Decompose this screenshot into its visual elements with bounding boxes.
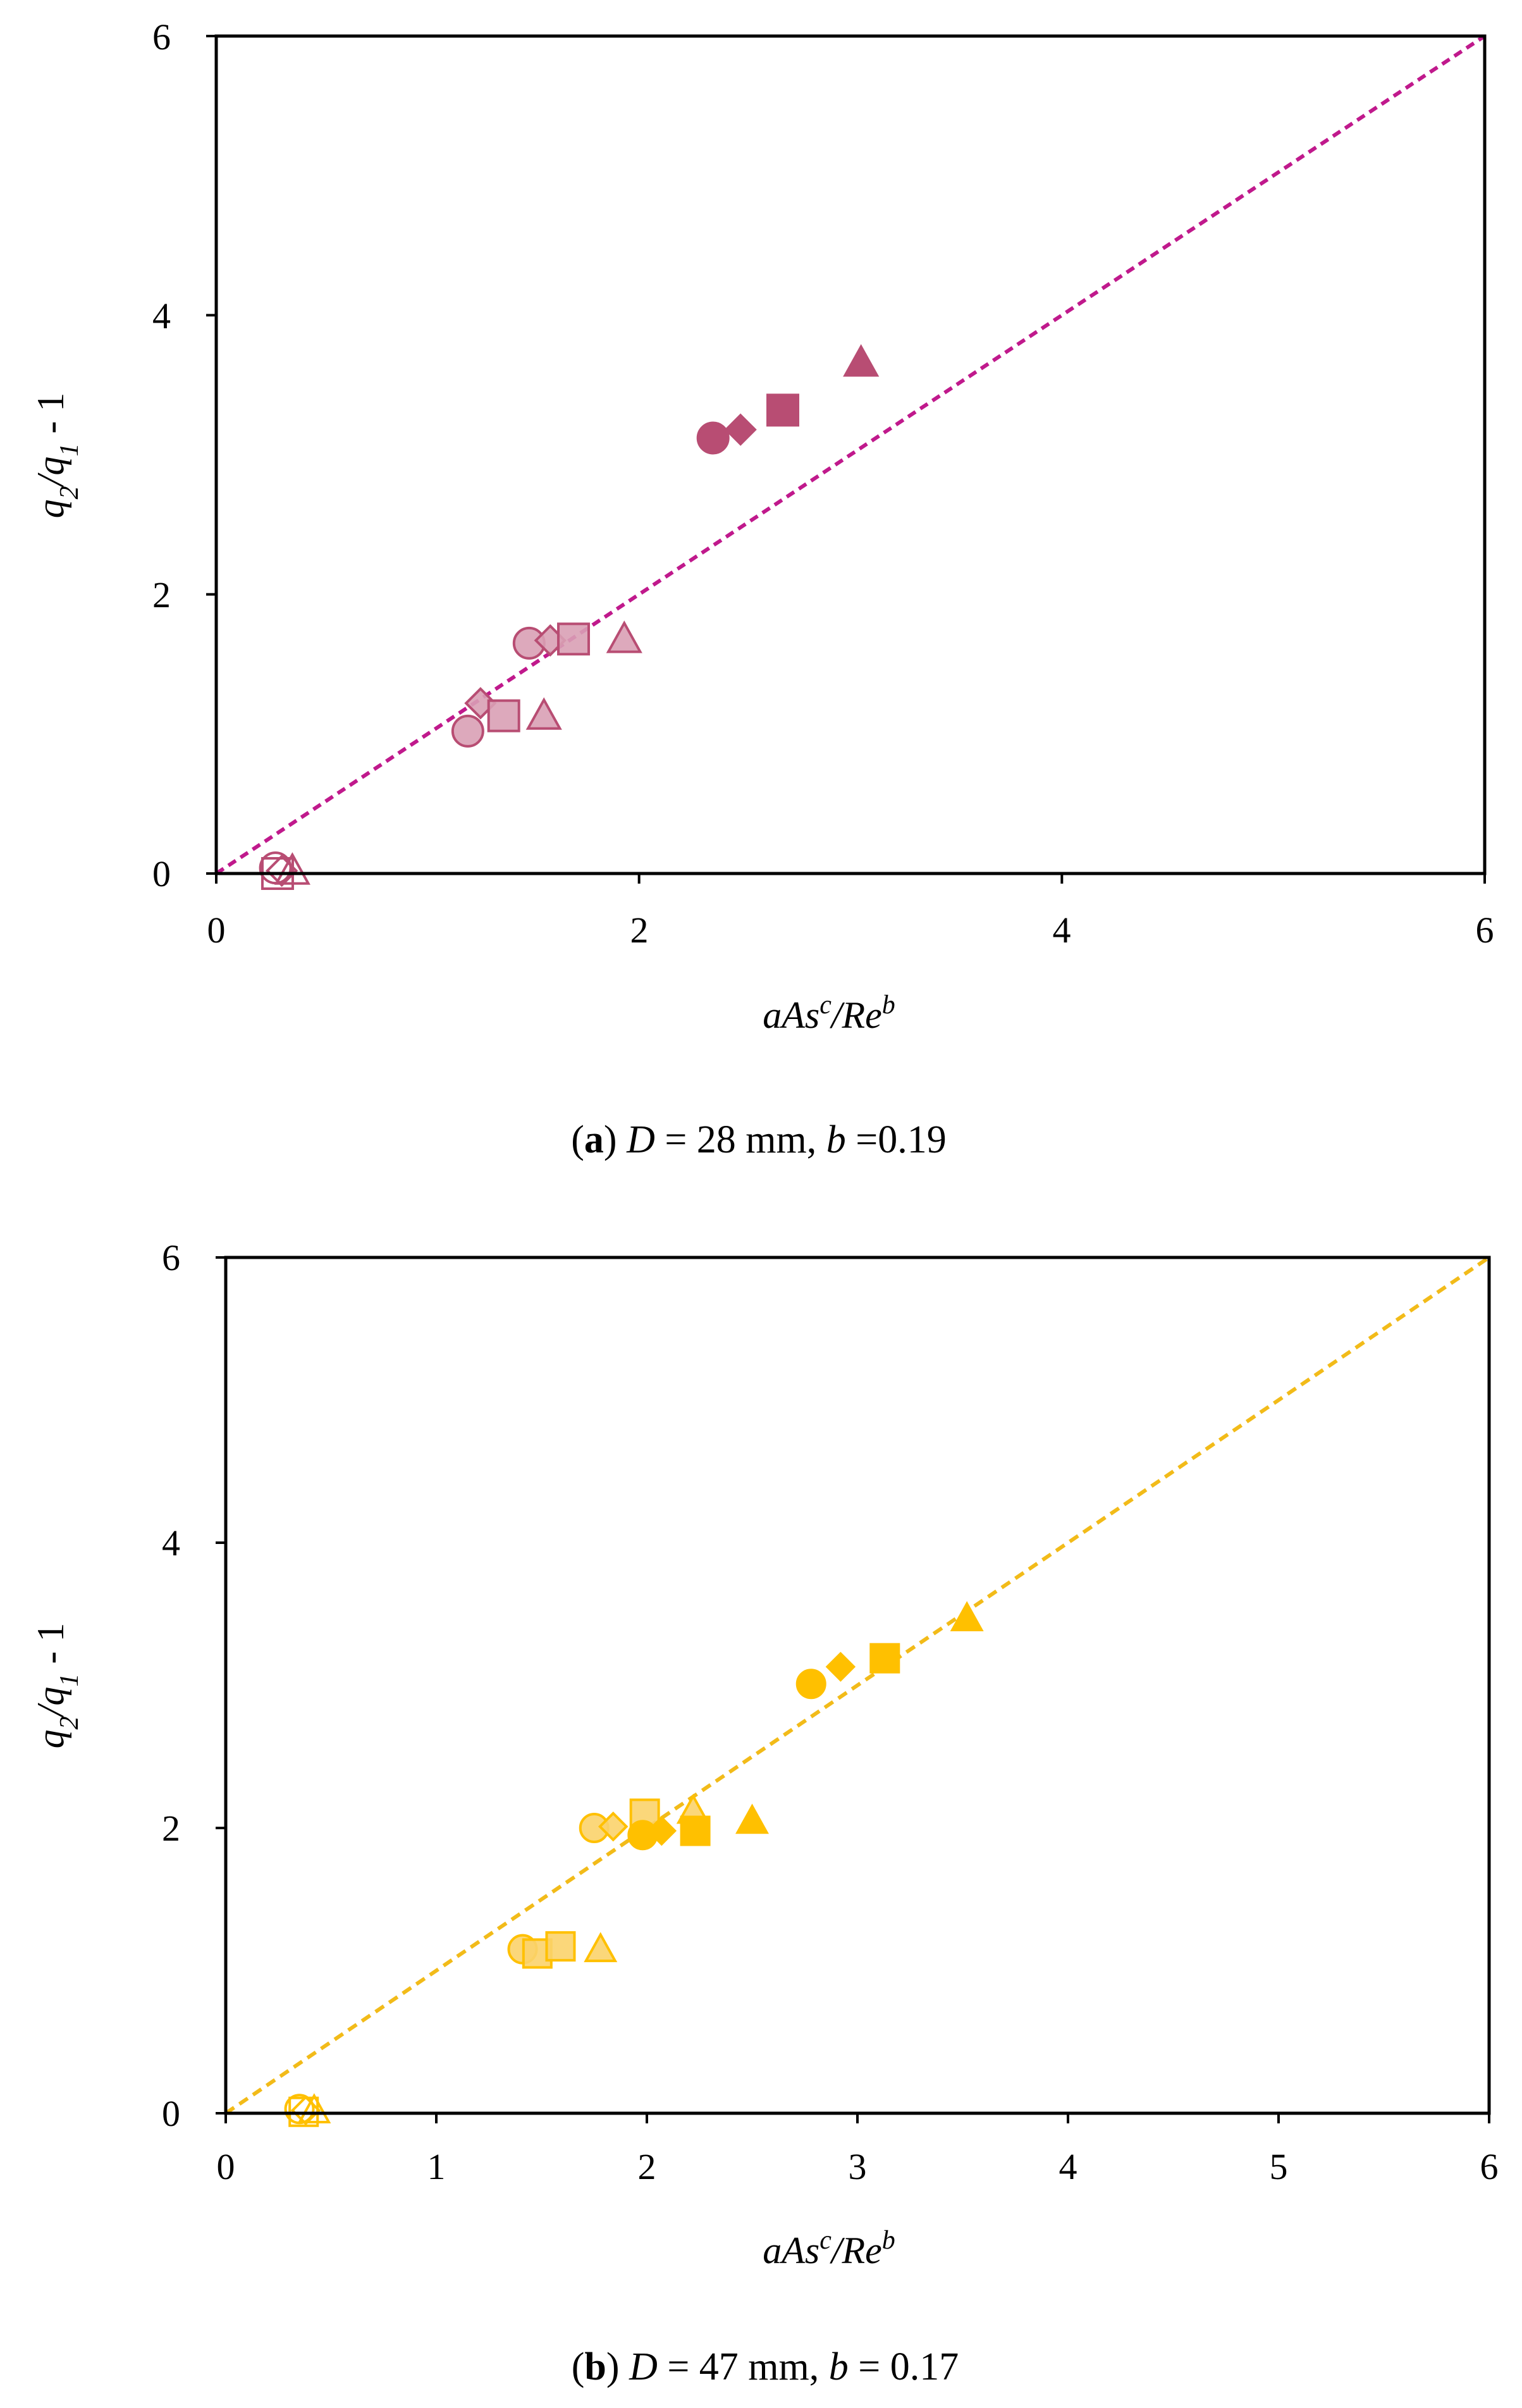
x-tick-label-b-3: 3 [849, 2146, 867, 2187]
caption-b: (b) D = 47 mm, b = 0.17 [572, 2345, 959, 2388]
data-point-b-solid-circle-4 [795, 1669, 826, 1700]
data-point-a-solid-diamond-1 [724, 413, 757, 446]
x-tick-label-b-0: 0 [217, 2146, 235, 2187]
fit-line-b [224, 1256, 1490, 2115]
ticks-b [216, 1256, 1490, 2123]
x-tick-label-b-4: 4 [1059, 2146, 1077, 2187]
chart-panel-a: 0 2 4 6 0 2 4 6 aAsc/Reb q2/q1 - 1 (a) D… [30, 16, 1494, 1161]
data-point-b-solid-triangle-7 [950, 1601, 984, 1631]
plot-frame-a [214, 34, 1487, 875]
data-points-a [259, 344, 880, 890]
data-point-b-solid-diamond-1 [646, 1815, 677, 1846]
caption-a: (a) D = 28 mm, b =0.19 [571, 1118, 946, 1161]
data-point-a-hollow-triangle-3 [274, 852, 310, 885]
data-point-a-solid-square-2 [766, 393, 800, 427]
y-tick-label-b-2: 4 [162, 1522, 180, 1564]
data-point-a-medium-square-2 [557, 622, 591, 656]
data-point-a-light-square-2 [487, 699, 520, 732]
x-axis-title-a: aAsc/Reb [763, 991, 895, 1036]
data-point-b-medium-diamond-1 [598, 1812, 629, 1842]
data-point-a-solid-circle-0 [696, 421, 730, 455]
x-tick-label-a-3: 6 [1476, 910, 1494, 951]
data-point-a-light-circle-0 [451, 714, 484, 748]
y-tick-label-b-1: 2 [162, 1808, 180, 1849]
data-point-a-hollow-diamond-2 [266, 854, 298, 887]
data-point-b-hollow-triangle-3 [297, 2093, 331, 2123]
y-tick-label-b-0: 0 [162, 2093, 180, 2134]
data-point-b-light-square-2 [545, 1931, 576, 1962]
y-tick-label-a-1: 2 [152, 574, 171, 615]
y-tick-label-a-3: 6 [152, 16, 171, 58]
data-point-b-solid-triangle-3 [735, 1803, 769, 1834]
data-point-b-solid-square-6 [869, 1643, 900, 1674]
x-tick-label-b-5: 5 [1270, 2146, 1288, 2187]
data-point-a-light-triangle-3 [525, 697, 562, 730]
x-tick-label-b-1: 1 [427, 2146, 446, 2187]
ticks-a [206, 35, 1486, 884]
chart-panel-b: 0 1 2 3 4 5 6 0 2 4 6 aAsc/Reb q2/q1 - 1… [30, 1237, 1499, 2388]
y-tick-label-b-3: 6 [162, 1237, 180, 1278]
data-point-a-solid-triangle-3 [843, 344, 880, 377]
x-tick-label-b-2: 2 [638, 2146, 656, 2187]
y-tick-label-a-2: 4 [152, 295, 171, 337]
data-point-b-solid-square-2 [680, 1815, 711, 1846]
y-axis-title-b: q2/q1 - 1 [30, 1623, 84, 1749]
x-tick-label-a-1: 2 [630, 910, 649, 951]
x-tick-label-b-6: 6 [1480, 2146, 1499, 2187]
x-tick-label-a-0: 0 [207, 910, 226, 951]
x-tick-label-a-2: 4 [1053, 910, 1071, 951]
data-points-b [284, 1601, 984, 2127]
data-point-b-light-triangle-3 [584, 1932, 618, 1963]
data-point-b-hollow-diamond-2 [290, 2095, 321, 2126]
data-point-a-medium-triangle-3 [606, 620, 642, 653]
y-axis-title-a: q2/q1 - 1 [30, 393, 84, 519]
x-axis-title-b: aAsc/Reb [763, 2226, 895, 2271]
y-tick-label-a-0: 0 [152, 853, 171, 894]
fit-line-a [215, 34, 1486, 875]
data-point-b-solid-diamond-5 [825, 1652, 856, 1682]
